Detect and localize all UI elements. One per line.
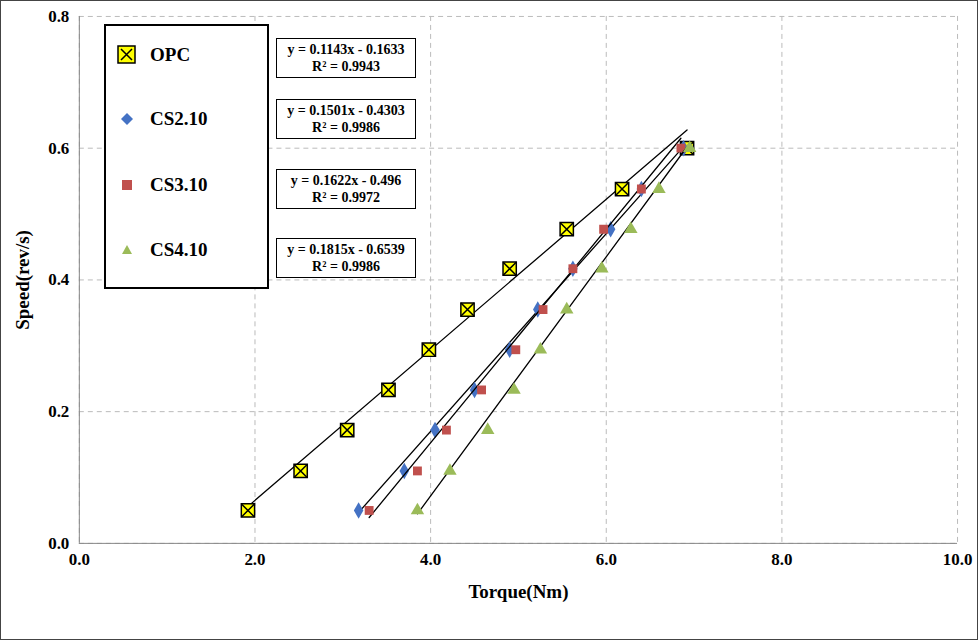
html-text:R² = 0.9943: R² = 0.9943: [312, 59, 380, 74]
svg-text:0.8: 0.8: [48, 7, 69, 26]
html-text:CS2.10: CS2.10: [150, 108, 208, 129]
svg-text:0.2: 0.2: [48, 402, 69, 421]
svg-text:8.0: 8.0: [771, 550, 792, 569]
svg-text:2.0: 2.0: [244, 550, 265, 569]
html-text:R² = 0.9972: R² = 0.9972: [312, 190, 380, 205]
svg-text:0.0: 0.0: [48, 534, 69, 553]
svg-text:4.0: 4.0: [420, 550, 441, 569]
html-text:CS4.10: CS4.10: [150, 239, 208, 260]
html-text:CS3.10: CS3.10: [150, 174, 208, 195]
html-text:OPC: OPC: [150, 44, 191, 65]
svg-text:0.0: 0.0: [69, 550, 90, 569]
html-text:y = 0.1143x - 0.1633: y = 0.1143x - 0.1633: [287, 42, 405, 57]
svg-text:0.4: 0.4: [48, 270, 70, 289]
html-text:y = 0.1501x - 0.4303: y = 0.1501x - 0.4303: [287, 103, 405, 118]
html-text:R² = 0.9986: R² = 0.9986: [312, 120, 380, 135]
html-text:y = 0.1815x - 0.6539: y = 0.1815x - 0.6539: [287, 242, 405, 257]
svg-text:Torque(Nm): Torque(Nm): [468, 581, 568, 603]
html-text:y = 0.1622x - 0.496: y = 0.1622x - 0.496: [290, 173, 402, 188]
svg-text:0.6: 0.6: [48, 139, 69, 158]
html-text:R² = 0.9986: R² = 0.9986: [312, 259, 380, 274]
svg-text:6.0: 6.0: [596, 550, 617, 569]
svg-text:Speed(rev/s): Speed(rev/s): [12, 230, 34, 330]
svg-text:10.0: 10.0: [943, 550, 973, 569]
